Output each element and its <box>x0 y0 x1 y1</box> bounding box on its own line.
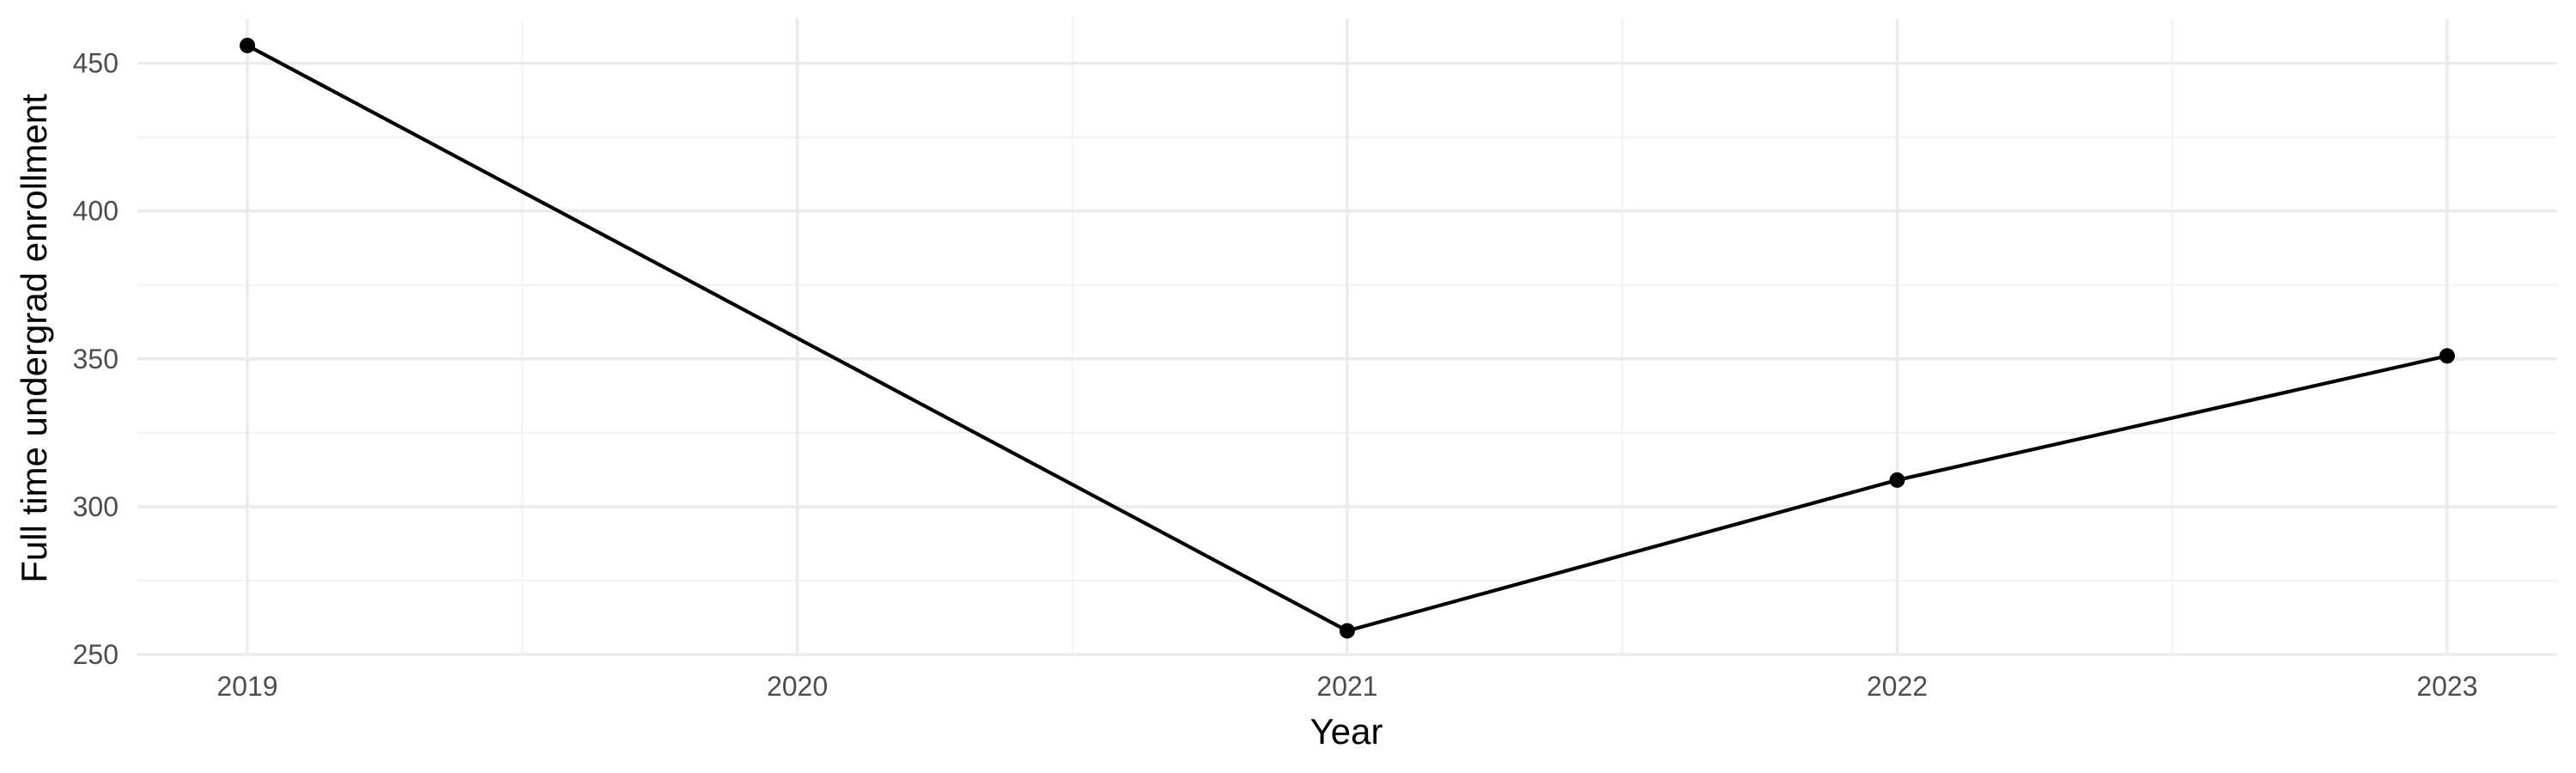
x-tick-labels: 2019 2020 2021 2022 2023 <box>216 671 2477 702</box>
x-tick-label: 2023 <box>2416 671 2477 702</box>
series-layer <box>246 44 2448 633</box>
y-tick-label: 350 <box>73 344 118 374</box>
y-tick-label: 250 <box>73 639 118 670</box>
x-tick-label: 2021 <box>1316 671 1377 702</box>
data-point <box>2439 348 2455 364</box>
x-axis-title: Year <box>1310 711 1383 752</box>
y-tick-label: 450 <box>73 48 118 79</box>
data-point <box>1340 623 1355 639</box>
x-tick-label: 2019 <box>216 671 277 702</box>
x-tick-label: 2022 <box>1867 671 1928 702</box>
series-line <box>246 44 2448 633</box>
data-points <box>240 37 2455 639</box>
y-tick-label: 400 <box>73 196 118 227</box>
y-tick-label: 300 <box>73 491 118 522</box>
data-point <box>1889 472 1905 488</box>
data-point <box>240 37 256 53</box>
y-tick-labels: 250 300 350 400 450 <box>73 48 118 670</box>
x-tick-label: 2020 <box>767 671 828 702</box>
y-axis-title: Full time undergrad enrollment <box>14 94 54 583</box>
major-gridlines <box>137 19 2557 656</box>
